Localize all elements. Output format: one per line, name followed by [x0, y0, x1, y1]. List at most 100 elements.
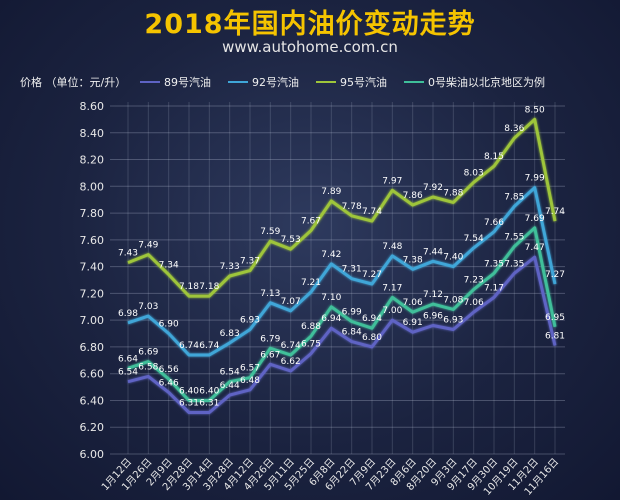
data-label: 7.44: [423, 247, 443, 257]
data-label: 7.35: [484, 259, 504, 269]
legend-entry: 89号汽油: [164, 75, 211, 89]
data-label: 7.49: [138, 241, 158, 251]
data-label: 7.69: [525, 214, 545, 224]
data-label: 7.31: [342, 265, 362, 275]
data-label: 7.42: [321, 250, 341, 260]
data-label: 7.06: [403, 298, 423, 308]
data-label: 7.40: [443, 253, 463, 263]
data-label: 6.96: [423, 312, 443, 322]
y-tick-label: 7.20: [80, 287, 105, 300]
data-label: 6.95: [545, 313, 565, 323]
data-label: 6.64: [118, 354, 138, 364]
data-label: 6.80: [362, 333, 382, 343]
data-label: 7.03: [138, 302, 158, 312]
data-label: 6.90: [159, 320, 179, 330]
data-label: 6.40: [199, 386, 219, 396]
data-label: 7.85: [504, 192, 524, 202]
data-label: 7.17: [382, 283, 402, 293]
series-line-3: [127, 226, 557, 402]
data-label: 6.67: [260, 350, 280, 360]
data-label: 8.36: [504, 124, 524, 134]
data-label: 7.23: [464, 275, 484, 285]
data-label: 6.93: [443, 316, 463, 326]
data-label: 7.86: [403, 191, 423, 201]
data-label: 7.38: [403, 255, 423, 265]
data-label: 7.78: [342, 202, 362, 212]
data-label: 7.97: [382, 176, 402, 186]
data-label: 6.54: [220, 368, 240, 378]
data-label: 6.94: [362, 314, 382, 324]
data-label: 7.54: [464, 234, 484, 244]
data-label: 7.18: [199, 282, 219, 292]
data-label: 7.18: [179, 282, 199, 292]
data-label: 7.47: [525, 243, 545, 253]
legend-entry: 0号柴油: [428, 75, 468, 89]
y-tick-label: 8.20: [80, 154, 105, 167]
data-label: 6.99: [342, 307, 362, 317]
data-label: 7.33: [220, 262, 240, 272]
data-label: 6.88: [301, 322, 321, 332]
y-tick-label: 6.40: [80, 394, 105, 407]
data-label: 7.43: [118, 249, 138, 259]
y-tick-label: 8.00: [80, 180, 105, 193]
data-label: 8.03: [464, 168, 484, 178]
data-label: 6.31: [199, 399, 219, 409]
data-label: 7.88: [443, 188, 463, 198]
data-label: 7.37: [240, 257, 260, 267]
data-label: 7.17: [484, 283, 504, 293]
data-label: 7.27: [545, 270, 565, 280]
y-tick-label: 8.40: [80, 127, 105, 140]
data-label: 6.31: [179, 399, 199, 409]
series-line-0: [127, 255, 557, 414]
data-label: 7.06: [464, 298, 484, 308]
data-label: 6.62: [281, 357, 301, 367]
data-label: 7.12: [423, 290, 443, 300]
data-label: 6.44: [220, 381, 240, 391]
series-line-2: [127, 117, 557, 298]
y-tick-label: 7.00: [80, 314, 105, 327]
data-label: 6.75: [301, 340, 321, 350]
y-axis-label: 价格 （单位：元/升）: [20, 75, 126, 89]
legend: 89号汽油 92号汽油 95号汽油 0号柴油: [140, 75, 468, 89]
data-label: 7.89: [321, 187, 341, 197]
legend-entry: 95号汽油: [340, 75, 387, 89]
data-label: 7.13: [260, 289, 280, 299]
data-label: 6.81: [545, 332, 565, 342]
y-ticks: 6.00 6.20 6.40 6.60 6.80 7.00 7.20 7.40 7.60 7.80…: [80, 100, 105, 461]
data-label: 6.48: [240, 376, 260, 386]
y-tick-label: 6.00: [80, 448, 105, 461]
y-tick-label: 8.60: [80, 100, 105, 113]
series-lines: [127, 117, 557, 414]
data-label: 6.56: [159, 365, 179, 375]
data-labels: 6.546.586.466.31 6.316.446.486.676.626.75…: [118, 105, 565, 408]
legend-entry: 92号汽油: [252, 75, 299, 89]
data-label: 8.50: [525, 105, 545, 115]
data-label: 6.74: [281, 341, 301, 351]
data-label: 7.48: [382, 242, 402, 252]
data-label: 6.54: [118, 368, 138, 378]
data-label: 6.69: [138, 348, 158, 358]
data-label: 7.55: [504, 233, 524, 243]
y-tick-label: 7.40: [80, 261, 105, 274]
data-label: 6.74: [179, 341, 199, 351]
data-label: 6.94: [321, 314, 341, 324]
data-label: 6.57: [240, 364, 260, 374]
data-label: 6.74: [199, 341, 219, 351]
chart-note: 以北京地区为例: [468, 75, 545, 89]
data-label: 6.46: [159, 378, 179, 388]
chart-subtitle: www.autohome.com.cn: [222, 38, 398, 56]
y-tick-label: 6.80: [80, 341, 105, 354]
data-label: 6.79: [260, 334, 280, 344]
data-label: 7.66: [484, 218, 504, 228]
y-tick-label: 6.20: [80, 421, 105, 434]
data-label: 6.83: [220, 329, 240, 339]
x-ticks: 1月12日1月26日2月9日2月28日3月14日3月28日4月12日4月26日5…: [99, 456, 561, 498]
data-label: 7.00: [382, 306, 402, 316]
data-label: 6.58: [138, 362, 158, 372]
data-label: 6.93: [240, 316, 260, 326]
data-label: 6.40: [179, 386, 199, 396]
data-label: 7.92: [423, 183, 443, 193]
y-tick-label: 6.60: [80, 368, 105, 381]
data-label: 7.53: [281, 235, 301, 245]
